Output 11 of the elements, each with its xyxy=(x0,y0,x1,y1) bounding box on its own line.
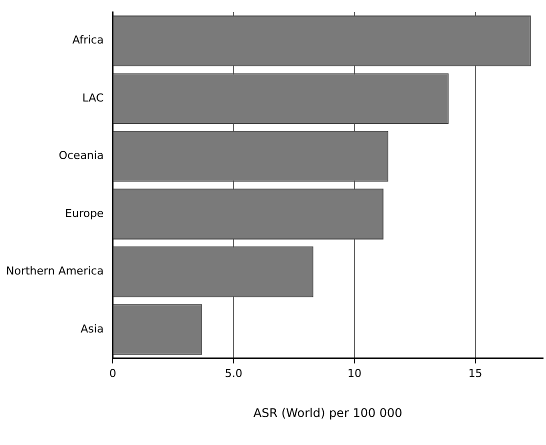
y-tick-label: LAC xyxy=(82,91,104,104)
x-tick-label: 0 xyxy=(109,366,116,380)
x-tick-label: 15 xyxy=(468,366,482,380)
y-tick-label: Oceania xyxy=(58,149,104,162)
y-tick-label: Asia xyxy=(80,322,104,336)
y-tick-label: Africa xyxy=(72,34,104,47)
y-tick-label: Northern America xyxy=(6,264,104,278)
x-axis-title: ASR (World) per 100 000 xyxy=(253,406,402,420)
y-tick-label: Europe xyxy=(65,206,104,220)
x-tick-label: 10 xyxy=(347,366,362,380)
x-tick-label: 5.0 xyxy=(224,366,242,380)
